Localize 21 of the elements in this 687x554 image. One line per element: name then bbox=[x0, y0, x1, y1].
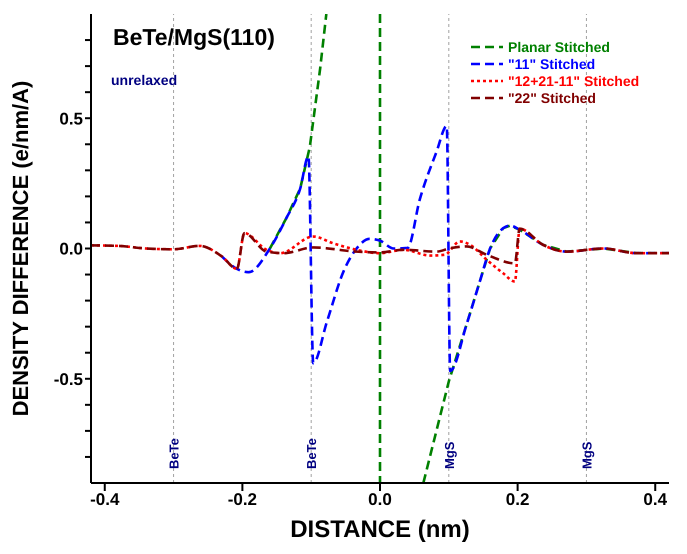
ref-line-label: BeTe bbox=[166, 438, 182, 469]
legend-label: "11" Stitched bbox=[508, 56, 596, 72]
ref-line-label: MgS bbox=[442, 441, 457, 469]
ref-line-label: MgS bbox=[579, 441, 594, 469]
legend-label: Planar Stitched bbox=[508, 38, 610, 54]
x-tick-label: 0.4 bbox=[643, 490, 668, 510]
y-tick-label: 0.5 bbox=[59, 109, 83, 128]
annotation: unrelaxed bbox=[111, 72, 178, 88]
line-series bbox=[91, 227, 669, 270]
y-tick-label: -0.5 bbox=[54, 370, 83, 389]
x-tick-label: 0.2 bbox=[506, 490, 530, 510]
legend-label: "12+21-11" Stitched bbox=[508, 72, 640, 88]
x-tick-label: 0.0 bbox=[368, 490, 392, 510]
x-tick-label: -0.2 bbox=[228, 490, 258, 510]
x-axis-title: DISTANCE (nm) bbox=[290, 516, 470, 543]
text: BeTe/MgS(110) bbox=[113, 24, 275, 51]
y-axis-title: DENSITY DIFFERENCE (e/nm/A) bbox=[8, 80, 33, 416]
x-tick-label: -0.4 bbox=[90, 490, 120, 510]
legend-label: "22" Stitched bbox=[508, 90, 596, 106]
y-tick-label: 0.0 bbox=[59, 240, 83, 259]
ref-line-label: BeTe bbox=[304, 438, 320, 469]
